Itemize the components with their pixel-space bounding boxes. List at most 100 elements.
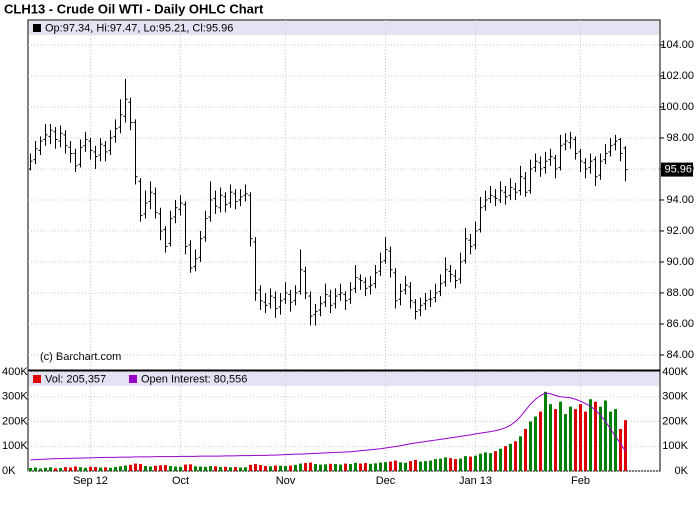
volume-bar (524, 428, 527, 471)
volume-bar (324, 464, 327, 471)
legend-label: Vol: 205,357 (45, 373, 106, 385)
volume-bar (484, 452, 487, 471)
volume-bar (69, 467, 72, 471)
copyright: (c) Barchart.com (40, 351, 121, 363)
legend-label: Open Interest: 80,556 (141, 373, 247, 385)
volume-bar (589, 399, 592, 471)
y-tick-label: 100.00 (660, 101, 694, 113)
volume-bar (84, 467, 87, 471)
volume-bar (274, 465, 277, 471)
volume-bar (134, 463, 137, 471)
volume-bar (359, 463, 362, 471)
volume-bar (94, 467, 97, 471)
volume-bar (79, 467, 82, 471)
volume-bar (404, 462, 407, 471)
volume-bar (259, 465, 262, 471)
volume-bar (294, 464, 297, 471)
volume-bar (64, 467, 67, 471)
chart-title: CLH13 - Crude Oil WTI - Daily OHLC Chart (4, 1, 264, 16)
volume-bar (204, 466, 207, 471)
volume-bar (429, 460, 432, 471)
volume-bar (254, 464, 257, 471)
volume-bar (599, 406, 602, 471)
volume-bar (119, 466, 122, 471)
volume-bar (579, 404, 582, 471)
volume-bar (314, 464, 317, 471)
volume-bar (239, 467, 242, 471)
volume-bar (554, 409, 557, 471)
volume-bar (474, 455, 477, 471)
volume-bar (534, 416, 537, 471)
volume-bar (179, 466, 182, 471)
volume-bar (44, 467, 47, 471)
y-tick-label-left: 400K (2, 366, 28, 378)
volume-bar (229, 467, 232, 471)
volume-bar (419, 461, 422, 471)
volume-bar (494, 451, 497, 471)
volume-bar (389, 461, 392, 471)
volume-bar (384, 462, 387, 471)
info-marker (33, 24, 41, 32)
volume-bar (374, 463, 377, 471)
x-tick-label: Dec (376, 475, 396, 487)
y-tick-label: 84.00 (666, 349, 694, 361)
volume-bar (509, 443, 512, 471)
y-tick-label: 92.00 (666, 225, 694, 237)
volume-bar (574, 409, 577, 471)
volume-bar (249, 464, 252, 471)
volume-bar (74, 466, 77, 471)
volume-bar (144, 466, 147, 471)
volume-bar (174, 466, 177, 471)
volume-bar (199, 466, 202, 471)
y-tick-label: 86.00 (666, 318, 694, 330)
volume-bar (89, 466, 92, 471)
volume-bar (344, 463, 347, 471)
volume-bar (409, 461, 412, 471)
y-tick-label-right: 400K (662, 366, 688, 378)
volume-bar (224, 466, 227, 471)
volume-bar (499, 448, 502, 471)
volume-bar (399, 462, 402, 471)
volume-bar (459, 458, 462, 471)
x-tick-label: Oct (172, 475, 189, 487)
volume-bar (394, 460, 397, 471)
volume-bar (379, 462, 382, 471)
volume-bar (304, 463, 307, 471)
y-tick-label-right: 0K (675, 465, 689, 477)
volume-bar (124, 465, 127, 471)
y-tick-label: 90.00 (666, 256, 694, 268)
volume-bar (444, 457, 447, 471)
volume-bar (234, 467, 237, 471)
volume-bar (39, 468, 42, 471)
volume-bar (469, 456, 472, 471)
y-tick-label-right: 100K (662, 440, 688, 452)
last-price-box (661, 162, 693, 177)
x-tick-label: Jan 13 (459, 475, 492, 487)
volume-bar (619, 428, 622, 471)
volume-bar (319, 464, 322, 471)
volume-bar (414, 459, 417, 471)
volume-bar (299, 463, 302, 471)
volume-bar (449, 458, 452, 471)
volume-bar (564, 414, 567, 471)
volume-bar (164, 465, 167, 471)
volume-bar (569, 406, 572, 471)
volume-bar (439, 458, 442, 471)
volume-bar (454, 459, 457, 471)
volume-bar (219, 467, 222, 471)
volume-bar (349, 464, 352, 471)
y-tick-label-left: 100K (2, 440, 28, 452)
volume-bar (309, 462, 312, 471)
volume-bar (154, 465, 157, 471)
y-tick-label: 94.00 (666, 194, 694, 206)
volume-bar (504, 446, 507, 471)
volume-bar (139, 464, 142, 471)
y-tick-label-left: 0K (2, 465, 16, 477)
volume-bar (339, 464, 342, 471)
volume-bar (189, 464, 192, 471)
volume-bar (334, 464, 337, 471)
y-tick-label-left: 300K (2, 391, 28, 403)
